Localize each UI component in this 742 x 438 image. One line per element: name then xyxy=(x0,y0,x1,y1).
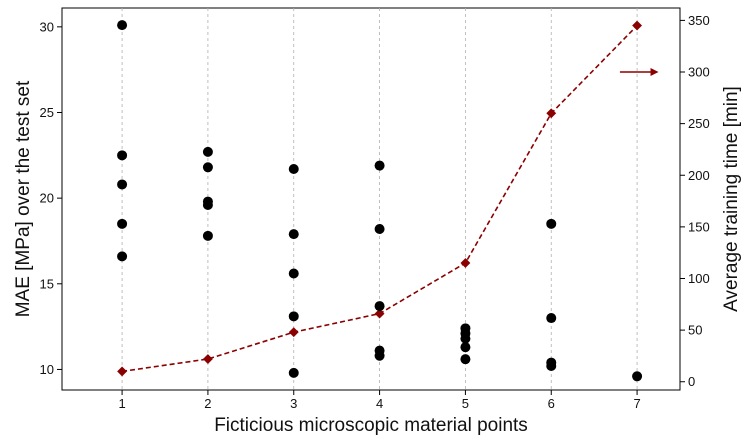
data-point xyxy=(374,350,385,361)
series-marker xyxy=(288,327,299,338)
series-marker xyxy=(632,20,643,31)
series-marker xyxy=(546,108,557,119)
x-tick-label: 7 xyxy=(633,396,640,411)
data-point xyxy=(117,218,128,229)
x-tick-label: 1 xyxy=(118,396,125,411)
x-tick-label: 4 xyxy=(376,396,383,411)
data-point xyxy=(117,20,128,31)
y2-tick-label: 300 xyxy=(688,65,710,80)
y2-tick-label: 250 xyxy=(688,116,710,131)
data-point xyxy=(374,301,385,312)
y2-tick-label: 150 xyxy=(688,219,710,234)
y-tick-label: 30 xyxy=(40,19,54,34)
data-point xyxy=(288,367,299,378)
x-axis-ticks: 1 2 3 4 5 6 7 xyxy=(118,390,641,411)
series-marker xyxy=(374,308,385,319)
y-tick-label: 15 xyxy=(40,276,54,291)
y2-tick-label: 50 xyxy=(688,323,702,338)
data-point xyxy=(374,223,385,234)
x-axis-label: Ficticious microscopic material points xyxy=(214,415,528,436)
data-point xyxy=(374,160,385,171)
y-tick-label: 10 xyxy=(40,362,54,377)
data-point xyxy=(460,354,471,365)
y2-tick-label: 100 xyxy=(688,271,710,286)
annotations xyxy=(619,68,659,77)
data-point xyxy=(202,146,213,157)
left-axis-ticks: 10 15 20 25 30 xyxy=(40,19,62,377)
arrow-head xyxy=(650,68,659,77)
data-point xyxy=(460,333,471,344)
data-point xyxy=(288,268,299,279)
plot-area xyxy=(61,7,681,391)
y-axis-label: MAE [MPa] over the test set xyxy=(13,80,34,317)
data-point xyxy=(632,371,643,382)
series-marker xyxy=(117,366,128,377)
x-tick-label: 6 xyxy=(548,396,555,411)
x-tick-label: 5 xyxy=(462,396,469,411)
data-point xyxy=(117,150,128,161)
data-point xyxy=(202,162,213,173)
data-point xyxy=(202,230,213,241)
series-marker xyxy=(202,354,213,364)
x-tick-label: 3 xyxy=(290,396,297,411)
y-tick-label: 20 xyxy=(40,191,54,206)
data-point xyxy=(288,229,299,240)
data-point xyxy=(546,313,557,324)
training-time-series xyxy=(117,20,643,377)
mae-scatter-series xyxy=(117,20,643,382)
y2-tick-label: 200 xyxy=(688,168,710,183)
right-axis-ticks: 0 50 100 150 200 250 300 350 xyxy=(680,13,710,389)
data-point xyxy=(117,251,128,262)
data-point xyxy=(288,311,299,322)
data-point xyxy=(460,342,471,353)
y2-axis-label: Average training time [min] xyxy=(721,86,742,312)
data-point xyxy=(288,164,299,175)
data-point xyxy=(546,218,557,229)
data-point xyxy=(117,179,128,190)
y2-tick-label: 350 xyxy=(688,13,710,28)
data-point xyxy=(546,361,557,372)
series-marker xyxy=(460,258,471,268)
y-tick-label: 25 xyxy=(40,105,54,120)
data-point xyxy=(202,199,213,210)
x-tick-label: 2 xyxy=(204,396,211,411)
y2-tick-label: 0 xyxy=(688,374,695,389)
